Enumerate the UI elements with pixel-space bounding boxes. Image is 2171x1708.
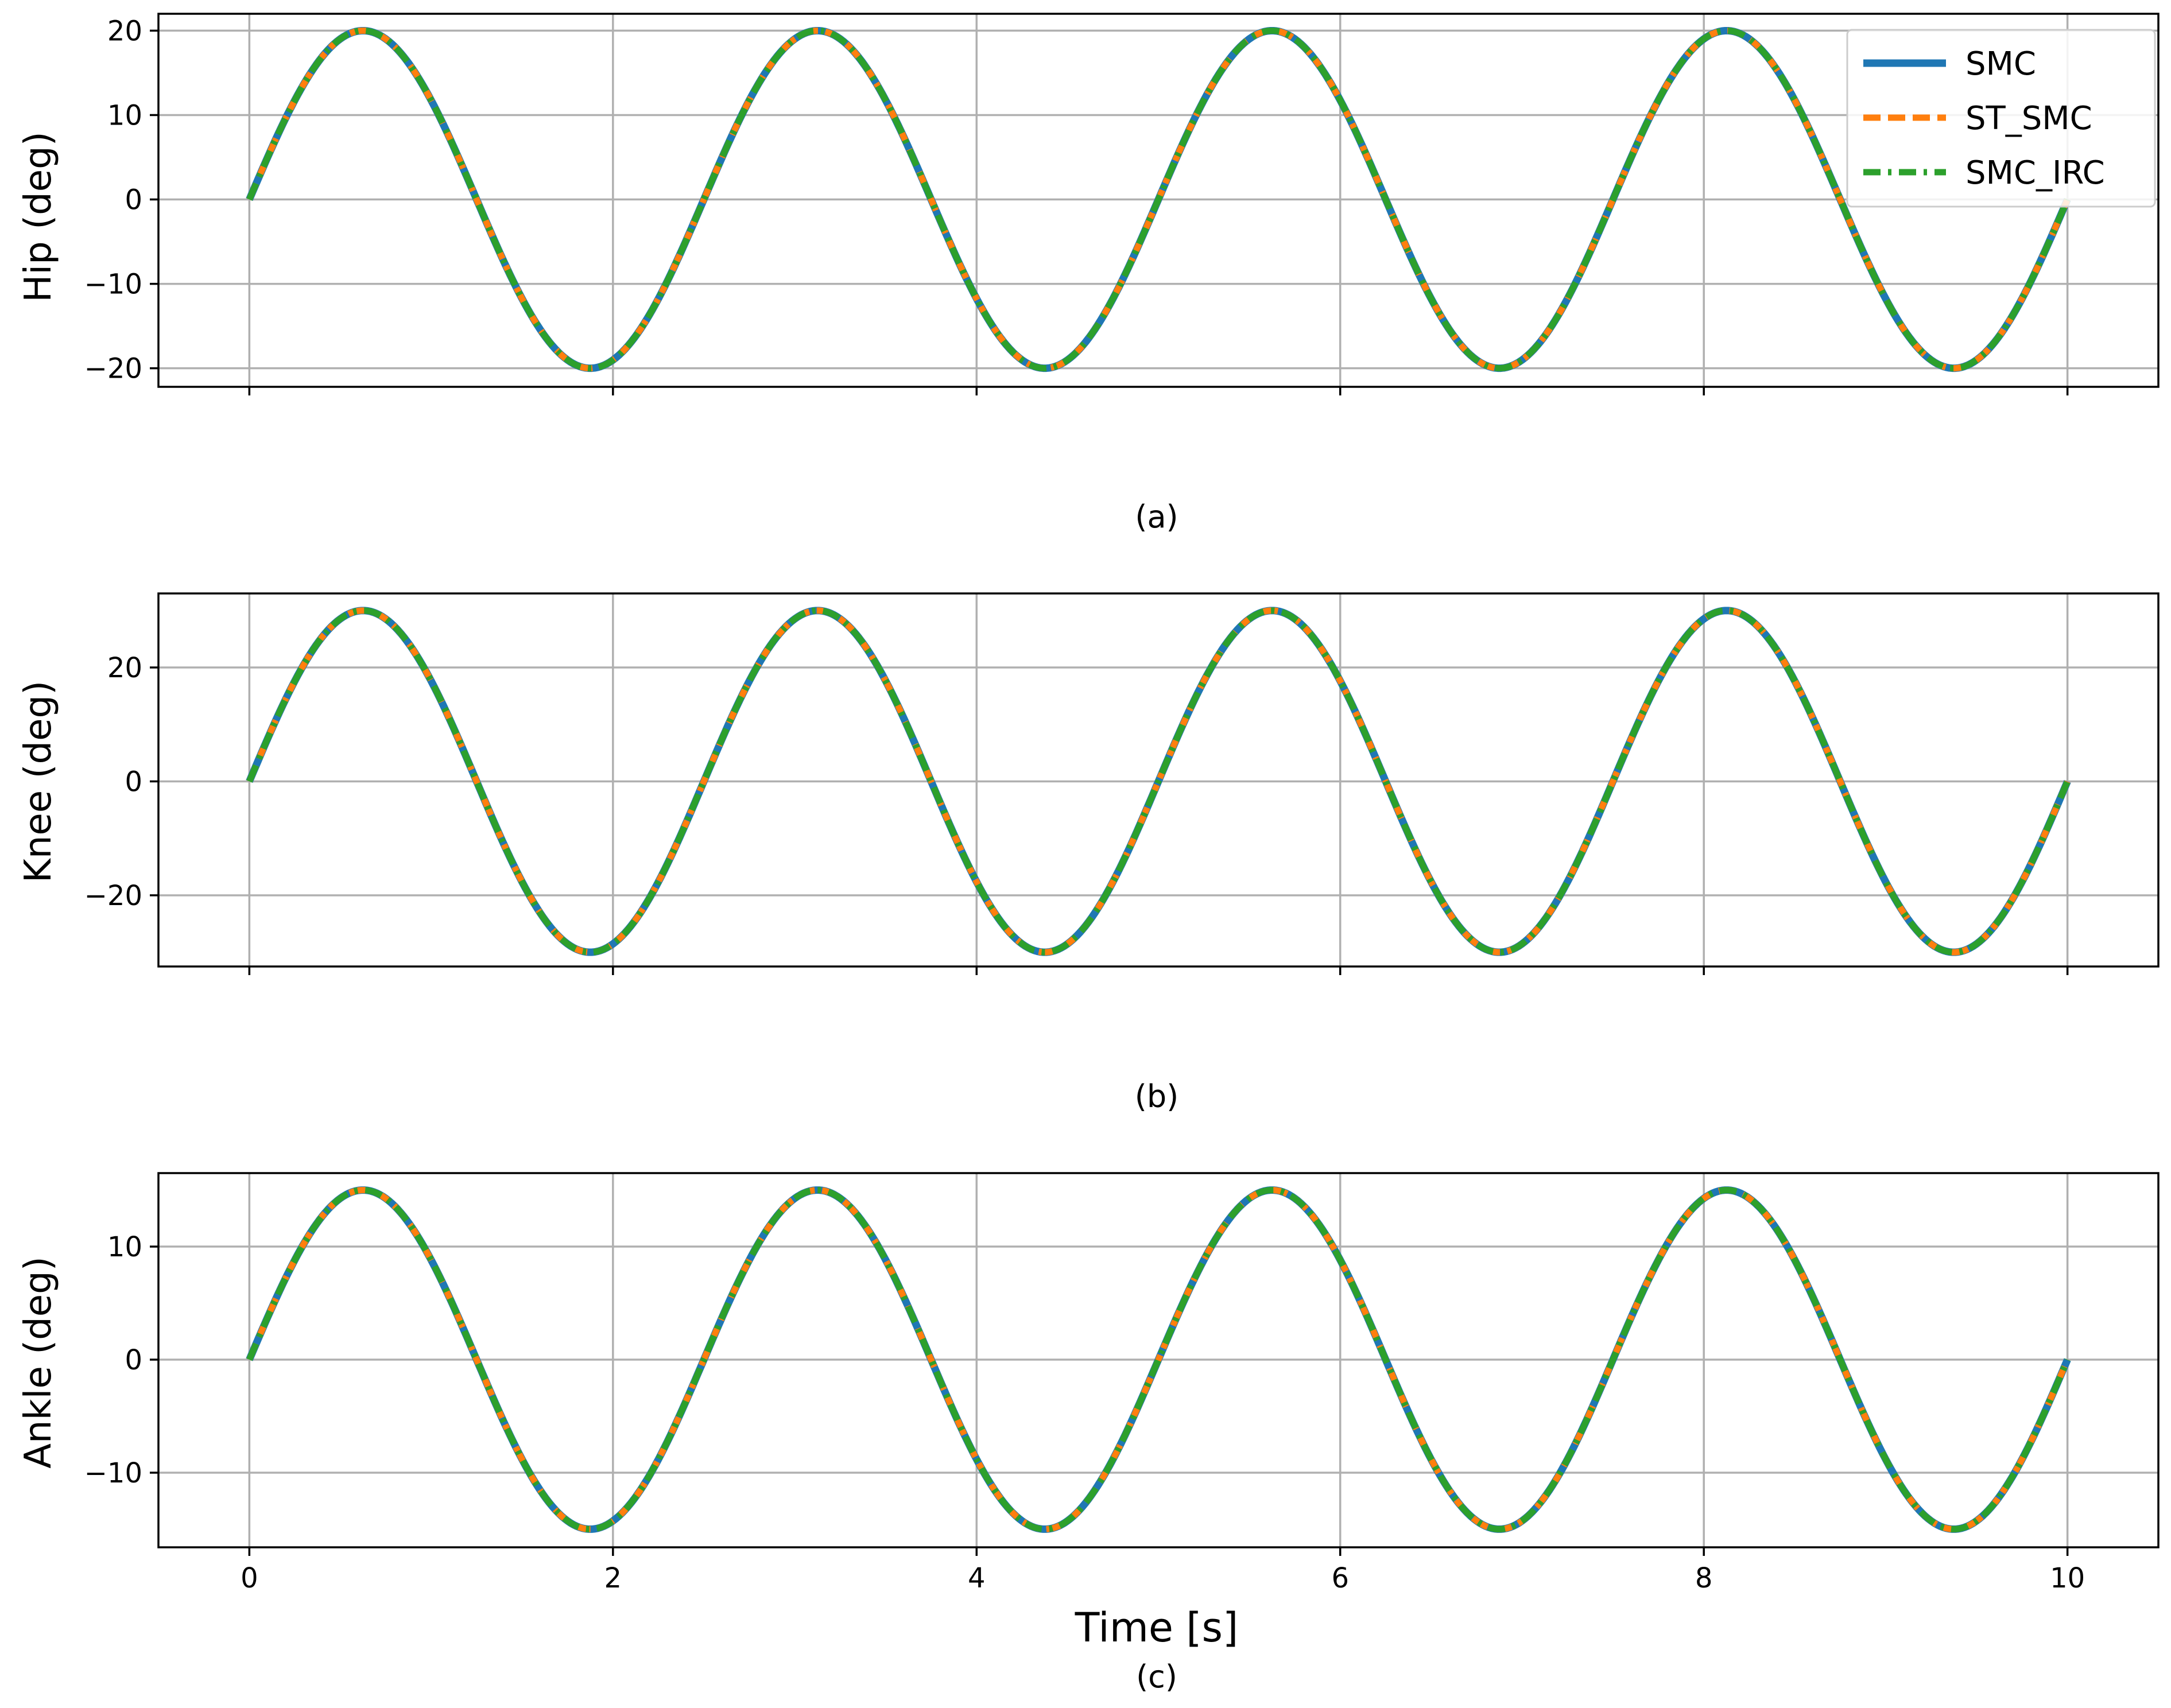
ankle-ytick-label-1: 0 bbox=[125, 1344, 142, 1376]
hip-ytick-label-1: −10 bbox=[84, 269, 142, 301]
ankle-ytick-label-2: 10 bbox=[107, 1231, 142, 1263]
hip-ytick-label-0: −20 bbox=[84, 353, 142, 385]
knee-ylabel: Knee (deg) bbox=[17, 681, 60, 883]
ankle-axes-frame bbox=[157, 1172, 2160, 1548]
ankle-panel-label: (c) bbox=[1136, 1659, 1177, 1695]
ankle-ytick-label-0: −10 bbox=[84, 1457, 142, 1489]
ankle-ylabel: Ankle (deg) bbox=[17, 1256, 60, 1468]
knee-axes-frame bbox=[157, 592, 2160, 968]
hip-ytick-label-3: 10 bbox=[107, 99, 142, 131]
ankle-xtick-label-4: 4 bbox=[968, 1562, 986, 1594]
hip-ytick-label-2: 0 bbox=[125, 184, 142, 216]
ankle-smc-irc-line bbox=[246, 1187, 2071, 1532]
knee-ytick-label-0: −20 bbox=[84, 880, 142, 912]
hip-series bbox=[246, 26, 2071, 372]
ankle-xtick-label-2: 2 bbox=[604, 1562, 622, 1594]
legend-label-st-smc: ST_SMC bbox=[1965, 100, 2092, 137]
hip-ytick-label-4: 20 bbox=[107, 15, 142, 47]
knee-series bbox=[246, 607, 2071, 956]
hip-panel-label: (a) bbox=[1135, 499, 1178, 535]
knee-panel: Knee (deg) (b) −20 0 20 bbox=[17, 592, 2160, 1115]
legend-box bbox=[1846, 29, 2156, 208]
hip-axes-frame bbox=[157, 13, 2160, 388]
time-xlabel: Time [s] bbox=[1075, 1604, 1239, 1651]
hip-ylabel: Hip (deg) bbox=[17, 131, 60, 302]
legend-label-smc: SMC bbox=[1965, 45, 2036, 83]
ankle-panel: Ankle (deg) Time [s] (c) 0 2 4 6 8 10 −10 0 10 bbox=[17, 1172, 2160, 1695]
legend: SMC ST_SMC SMC_IRC bbox=[1846, 29, 2156, 208]
knee-ytick-label-2: 20 bbox=[107, 652, 142, 684]
hip-smc-irc-line bbox=[246, 27, 2071, 372]
hip-panel: Hip (deg) (a) −20 −10 0 10 20 SMC ST_SMC SMC_IR… bbox=[17, 13, 2160, 535]
ankle-xtick-label-8: 8 bbox=[1695, 1562, 1713, 1594]
legend-label-smc-irc: SMC_IRC bbox=[1965, 154, 2105, 192]
knee-panel-label: (b) bbox=[1135, 1078, 1178, 1115]
ankle-xtick-label-10: 10 bbox=[2050, 1562, 2085, 1594]
ankle-xtick-label-0: 0 bbox=[241, 1562, 258, 1594]
ankle-series bbox=[246, 1186, 2071, 1533]
knee-ytick-label-1: 0 bbox=[125, 766, 142, 798]
ankle-xtick-label-6: 6 bbox=[1331, 1562, 1349, 1594]
knee-smc-irc-line bbox=[246, 607, 2071, 956]
